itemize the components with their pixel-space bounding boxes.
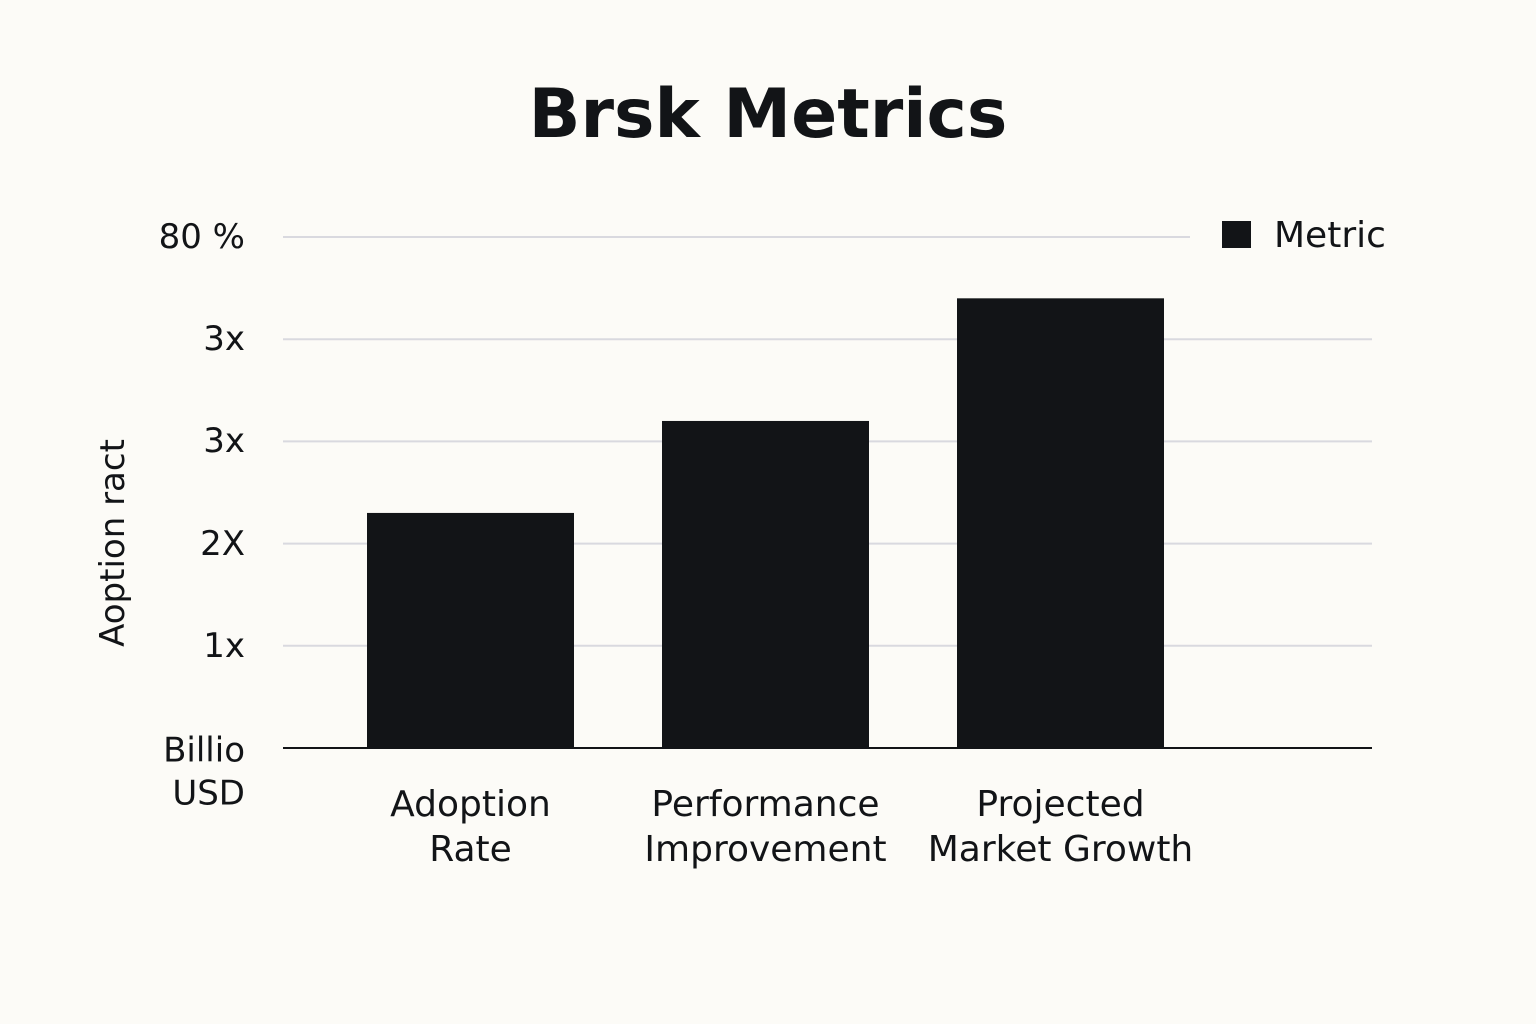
- bar: [662, 420, 869, 748]
- x-tick-label: Projected Market Growth: [927, 784, 1194, 870]
- legend-swatch: [1222, 221, 1251, 248]
- chart-title: Brsk Metrics: [528, 75, 1008, 154]
- y-tick-label: 3x: [203, 421, 245, 462]
- bar: [367, 512, 574, 748]
- y-tick-label: 80 %: [158, 216, 245, 257]
- x-tick-label: Adoption Rate: [390, 784, 551, 870]
- bar: [957, 298, 1164, 748]
- x-tick-label: Performance Improvement: [644, 784, 887, 870]
- y-tick-label: 3x: [203, 318, 245, 359]
- y-tick-label: 1x: [203, 625, 245, 666]
- y-tick-label: 2X: [200, 523, 245, 564]
- y-tick-label: Billio USD: [163, 730, 245, 814]
- legend-label: Metric: [1274, 215, 1386, 256]
- legend-background: [1190, 215, 1380, 255]
